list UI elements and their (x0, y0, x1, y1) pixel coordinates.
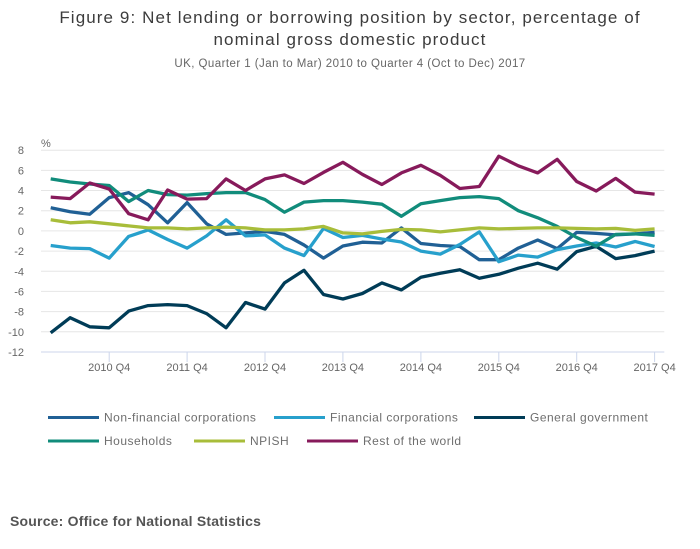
svg-text:2013 Q4: 2013 Q4 (322, 362, 364, 374)
svg-text:0: 0 (18, 226, 24, 238)
svg-text:2014 Q4: 2014 Q4 (400, 362, 442, 374)
svg-text:Rest of the world: Rest of the world (363, 434, 462, 448)
svg-text:6: 6 (18, 165, 24, 177)
svg-text:2015 Q4: 2015 Q4 (478, 362, 520, 374)
svg-text:Households: Households (104, 434, 172, 448)
svg-text:-6: -6 (14, 286, 24, 298)
svg-text:2011 Q4: 2011 Q4 (166, 362, 207, 374)
svg-text:4: 4 (18, 186, 24, 198)
svg-text:Non-financial corporations: Non-financial corporations (104, 411, 256, 425)
svg-text:2: 2 (18, 206, 24, 218)
svg-text:-8: -8 (14, 307, 24, 319)
svg-text:%: % (41, 138, 51, 150)
svg-text:NPISH: NPISH (250, 434, 289, 448)
svg-text:General government: General government (530, 411, 649, 425)
svg-text:2017 Q4: 2017 Q4 (633, 362, 675, 374)
svg-text:-2: -2 (14, 246, 24, 258)
svg-text:-12: -12 (8, 347, 24, 359)
svg-text:2010 Q4: 2010 Q4 (88, 362, 130, 374)
svg-text:Financial corporations: Financial corporations (330, 411, 458, 425)
svg-text:-10: -10 (8, 327, 24, 339)
svg-text:2012 Q4: 2012 Q4 (244, 362, 286, 374)
svg-text:2016 Q4: 2016 Q4 (556, 362, 598, 374)
svg-text:-4: -4 (14, 266, 24, 278)
svg-text:8: 8 (18, 145, 24, 157)
